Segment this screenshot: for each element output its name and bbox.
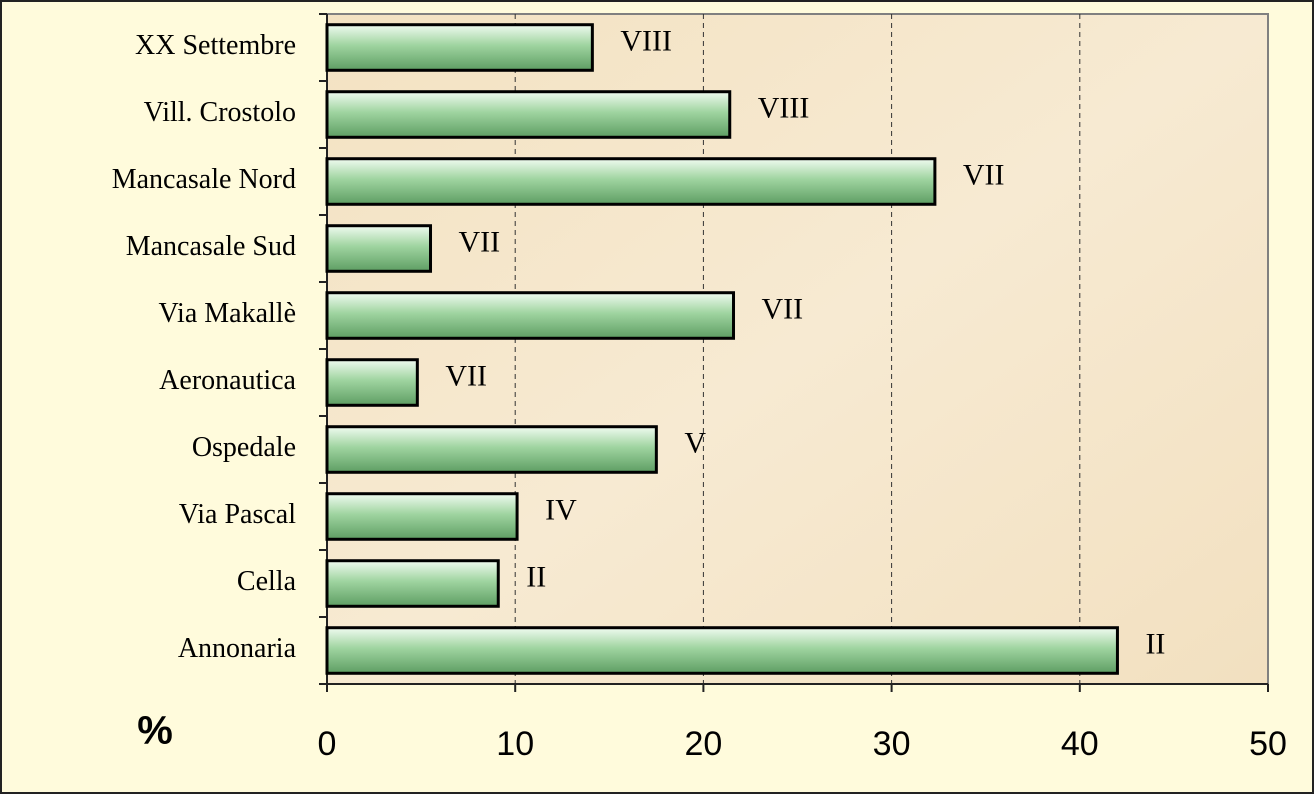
bar (325, 90, 732, 139)
bar (325, 224, 433, 273)
bar (325, 492, 519, 541)
x-tick-label: 10 (496, 725, 534, 763)
bar (325, 23, 594, 72)
bar-annotation: VIII (620, 24, 672, 57)
bar (325, 157, 937, 206)
x-tick-label: 30 (873, 725, 911, 763)
bar (325, 425, 658, 474)
x-axis-label: % (137, 709, 173, 753)
y-tick-label: Cella (237, 566, 297, 597)
bar-annotation: IV (545, 493, 577, 526)
bar (325, 358, 419, 407)
y-tick-label: Via Pascal (179, 499, 296, 530)
x-tick-label: 40 (1061, 725, 1099, 763)
y-tick-label: XX Settembre (135, 30, 296, 61)
bar-annotation: VIII (758, 91, 810, 124)
y-tick-label: Via Makallè (159, 298, 296, 329)
bar-annotation: VII (445, 359, 487, 392)
bar-annotation: VII (963, 158, 1005, 191)
bar (325, 626, 1119, 675)
bar-annotation: V (684, 426, 706, 459)
x-tick-label: 20 (684, 725, 722, 763)
y-tick-label: Mancasale Sud (126, 231, 296, 262)
y-tick-label: Vill. Crostolo (144, 97, 296, 128)
x-tick-label: 0 (318, 725, 337, 763)
bar-annotation: VII (459, 225, 501, 258)
x-tick-label: 50 (1249, 725, 1287, 763)
y-tick-label: Aeronautica (159, 365, 296, 396)
bar-annotation: II (1145, 627, 1165, 660)
y-tick-label: Ospedale (192, 432, 296, 463)
bar-annotation: II (526, 560, 546, 593)
y-tick-label: Mancasale Nord (112, 164, 296, 195)
bar (325, 559, 500, 608)
bar (325, 291, 736, 340)
bar-annotation: VII (762, 292, 804, 325)
y-tick-label: Annonaria (178, 633, 297, 664)
